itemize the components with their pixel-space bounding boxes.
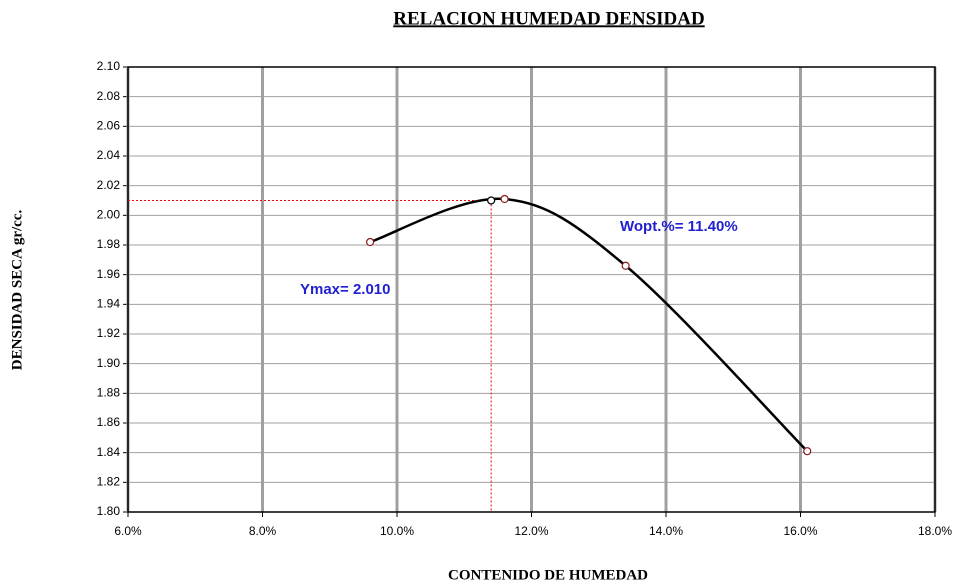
y-tick-label: 1.82 (97, 475, 121, 489)
x-tick-label: 18.0% (918, 524, 952, 538)
x-tick-label: 14.0% (649, 524, 683, 538)
y-tick-label: 1.84 (97, 445, 121, 459)
annotation: Ymax= 2.010 (300, 281, 391, 298)
y-tick-label: 2.02 (97, 178, 121, 192)
y-tick-label: 1.80 (97, 504, 121, 518)
y-tick-label: 1.96 (97, 267, 121, 281)
y-tick-label: 1.86 (97, 415, 121, 429)
y-tick-label: 1.90 (97, 356, 121, 370)
y-tick-label: 1.98 (97, 237, 121, 251)
y-tick-label: 2.08 (97, 89, 121, 103)
y-tick-label: 1.92 (97, 326, 121, 340)
x-tick-label: 6.0% (114, 524, 142, 538)
annotation: Wopt.%= 11.40% (620, 218, 738, 235)
y-tick-label: 2.00 (97, 208, 121, 222)
y-tick-label: 2.10 (97, 59, 121, 73)
x-tick-label: 12.0% (514, 524, 548, 538)
point (621, 261, 630, 270)
y-tick-label: 1.88 (97, 386, 121, 400)
x-tick-label: 8.0% (249, 524, 277, 538)
x-tick-label: 10.0% (380, 524, 414, 538)
y-axis-label: DENSIDAD SECA gr/cc. (9, 210, 25, 371)
chart-title: RELACION HUMEDAD DENSIDAD (393, 8, 704, 29)
optimum-point (487, 196, 496, 205)
y-tick-label: 1.94 (97, 297, 121, 311)
y-tick-label: 2.04 (97, 148, 121, 162)
point (500, 194, 509, 204)
y-tick-label: 2.06 (97, 119, 121, 133)
curve (369, 197, 809, 453)
point (803, 447, 812, 456)
x-axis-label: CONTENIDO DE HUMEDAD (448, 567, 648, 583)
plot-frame (127, 66, 936, 513)
x-tick-label: 16.0% (783, 524, 817, 538)
point (366, 237, 375, 247)
